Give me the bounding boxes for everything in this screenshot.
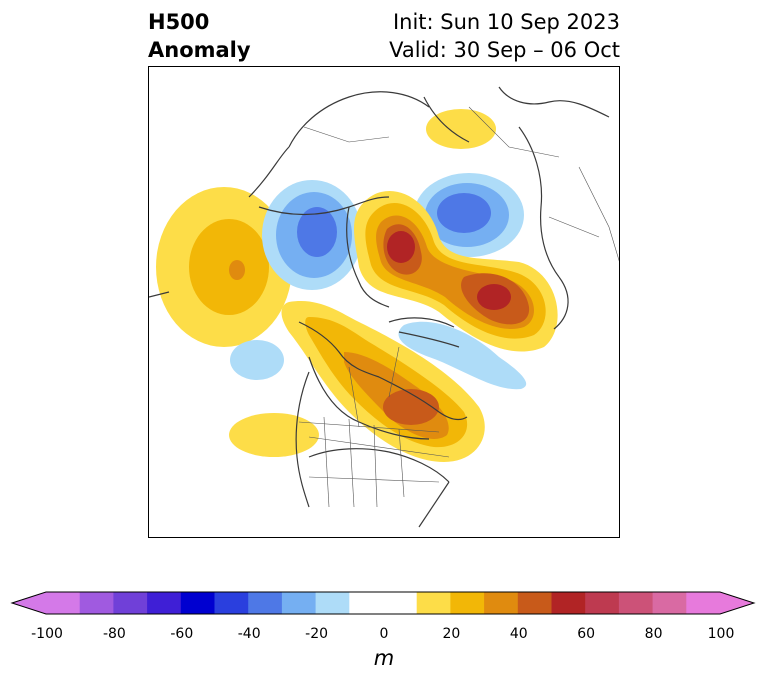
colorbar-segment — [315, 592, 350, 614]
colorbar-segment — [585, 592, 620, 614]
colorbar-segment — [147, 592, 182, 614]
anomaly-pacific-positive — [156, 187, 292, 347]
colorbar-segment — [349, 592, 418, 614]
colorbar-segment — [618, 592, 654, 614]
colorbar-tick-label: 40 — [509, 626, 528, 642]
colorbar-segment — [484, 592, 519, 614]
colorbar-segment — [248, 592, 283, 614]
political-borders — [298, 106, 619, 508]
colorbar-tick-label: 60 — [577, 626, 596, 642]
colorbar-segment — [180, 592, 215, 614]
colorbar-tick-label: -60 — [170, 626, 194, 642]
colorbar-segment — [281, 592, 317, 614]
colorbar-segment — [214, 592, 249, 614]
coastlines — [149, 86, 610, 528]
anomaly-gulf-of-alaska-negative — [230, 340, 284, 380]
chart-title: H500 Anomaly — [148, 8, 251, 64]
colorbar-tick-label: -100 — [31, 626, 63, 642]
anomaly-west-siberia-negative — [414, 173, 524, 257]
colorbar-segment — [46, 592, 81, 614]
colorbar-segment — [517, 592, 552, 614]
anomaly-eastern-europe-positive — [426, 109, 496, 149]
map-panel — [148, 66, 620, 538]
colorbar-unit: m — [373, 646, 395, 670]
anomaly-east-siberia-negative — [262, 180, 362, 290]
colorbar-under-arrow — [12, 592, 46, 614]
colorbar-outline — [10, 591, 756, 615]
colorbar-segment — [686, 592, 721, 614]
colorbar-segment — [551, 592, 586, 614]
colorbar-tick-label: 80 — [644, 626, 663, 642]
run-info: Init: Sun 10 Sep 2023 Valid: 30 Sep – 06… — [389, 8, 620, 64]
colorbar-segment — [113, 592, 148, 614]
product-label: Anomaly — [148, 38, 251, 62]
valid-period: Valid: 30 Sep – 06 Oct — [389, 38, 620, 62]
colorbar-tick-label: 100 — [707, 626, 735, 642]
colorbar-tick-label: -20 — [305, 626, 329, 642]
colorbar-tick-label: 0 — [379, 626, 389, 642]
init-time: Init: Sun 10 Sep 2023 — [392, 10, 620, 34]
anomaly-arctic-positive — [354, 190, 558, 352]
colorbar — [10, 591, 756, 615]
anomaly-northeast-pacific-positive — [229, 413, 319, 457]
colorbar-tick-label: -80 — [102, 626, 126, 642]
anomaly-hudson-bay-positive — [281, 301, 485, 462]
colorbar-segment — [79, 592, 114, 614]
anomaly-map — [149, 86, 619, 528]
field-label: H500 — [148, 10, 210, 34]
colorbar-segment — [652, 592, 687, 614]
colorbar-tick-label: 20 — [442, 626, 461, 642]
colorbar-segment — [416, 592, 451, 614]
colorbar-segment — [450, 592, 485, 614]
colorbar-tick-label: -40 — [237, 626, 261, 642]
colorbar-over-arrow — [720, 592, 754, 614]
